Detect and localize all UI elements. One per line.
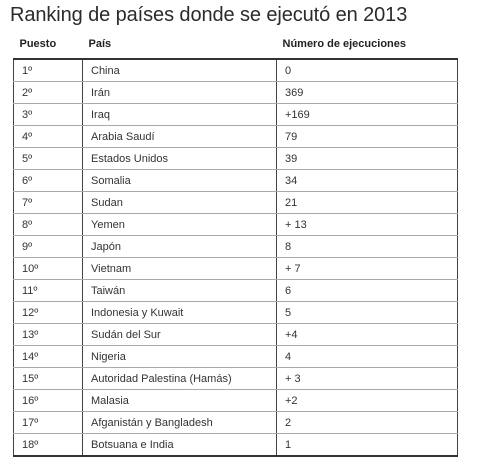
executions-cell: 6 — [276, 279, 458, 302]
executions-cell: +2 — [276, 389, 458, 412]
country-cell: China — [82, 59, 277, 82]
executions-cell: 2 — [276, 411, 458, 434]
executions-cell: 79 — [276, 125, 458, 148]
country-cell: Irán — [82, 81, 277, 104]
country-cell: Autoridad Palestina (Hamás) — [82, 367, 277, 390]
country-cell: Afganistán y Bangladesh — [82, 411, 277, 434]
country-cell: Iraq — [82, 103, 277, 126]
table-row: 8º Yemen + 13 — [13, 213, 458, 236]
country-cell: Indonesia y Kuwait — [82, 301, 277, 324]
executions-cell: 1 — [276, 433, 458, 457]
executions-cell: 369 — [276, 81, 458, 104]
executions-cell: +4 — [276, 323, 458, 346]
table-row: 11º Taiwán 6 — [13, 279, 458, 302]
table-row: 17º Afganistán y Bangladesh 2 — [13, 411, 458, 434]
executions-cell: 0 — [276, 59, 458, 82]
table-row: 3º Iraq +169 — [13, 103, 458, 126]
country-cell: Somalia — [82, 169, 277, 192]
country-cell: Malasia — [82, 389, 277, 412]
rank-cell: 13º — [13, 323, 83, 346]
country-cell: Sudan — [82, 191, 277, 214]
rank-cell: 5º — [13, 147, 83, 170]
executions-cell: 8 — [276, 235, 458, 258]
rank-cell: 8º — [13, 213, 83, 236]
executions-cell: + 13 — [276, 213, 458, 236]
executions-cell: + 7 — [276, 257, 458, 280]
column-header-pais: País — [82, 38, 277, 60]
country-cell: Sudán del Sur — [82, 323, 277, 346]
rank-cell: 16º — [13, 389, 83, 412]
executions-cell: + 3 — [276, 367, 458, 390]
table-row: 12º Indonesia y Kuwait 5 — [13, 301, 458, 324]
table-row: 5º Estados Unidos 39 — [13, 147, 458, 170]
country-cell: Japón — [82, 235, 277, 258]
rank-cell: 11º — [13, 279, 83, 302]
table-row: 18º Botsuana e India 1 — [13, 433, 458, 457]
executions-cell: 34 — [276, 169, 458, 192]
rank-cell: 9º — [13, 235, 83, 258]
executions-cell: 5 — [276, 301, 458, 324]
table-row: 7º Sudan 21 — [13, 191, 458, 214]
table-row: 4º Arabia Saudí 79 — [13, 125, 458, 148]
executions-cell: 21 — [276, 191, 458, 214]
rank-cell: 7º — [13, 191, 83, 214]
table-row: 6º Somalia 34 — [13, 169, 458, 192]
page-title: Ranking de países donde se ejecutó en 20… — [10, 4, 408, 26]
table-row: 13º Sudán del Sur +4 — [13, 323, 458, 346]
executions-cell: 4 — [276, 345, 458, 368]
table-row: 1º China 0 — [13, 59, 458, 82]
country-cell: Taiwán — [82, 279, 277, 302]
rank-cell: 3º — [13, 103, 83, 126]
country-cell: Arabia Saudí — [82, 125, 277, 148]
rank-cell: 1º — [13, 59, 83, 82]
country-cell: Yemen — [82, 213, 277, 236]
table-row: 15º Autoridad Palestina (Hamás) + 3 — [13, 367, 458, 390]
ranking-table: Puesto País Número de ejecuciones 1º Chin… — [13, 38, 458, 457]
executions-cell: 39 — [276, 147, 458, 170]
country-cell: Vietnam — [82, 257, 277, 280]
column-header-ejecuciones: Número de ejecuciones — [276, 38, 458, 60]
rank-cell: 4º — [13, 125, 83, 148]
rank-cell: 17º — [13, 411, 83, 434]
rank-cell: 10º — [13, 257, 83, 280]
table-header-row: Puesto País Número de ejecuciones — [13, 38, 458, 60]
country-cell: Estados Unidos — [82, 147, 277, 170]
executions-cell: +169 — [276, 103, 458, 126]
rank-cell: 15º — [13, 367, 83, 390]
table-row: 16º Malasia +2 — [13, 389, 458, 412]
rank-cell: 18º — [13, 433, 83, 457]
rank-cell: 2º — [13, 81, 83, 104]
table-body: 1º China 0 2º Irán 369 3º Iraq +169 4º Arabia Saud… — [13, 59, 458, 457]
table-row: 14º Nigeria 4 — [13, 345, 458, 368]
column-header-puesto: Puesto — [13, 38, 83, 60]
table-row: 9º Japón 8 — [13, 235, 458, 258]
rank-cell: 14º — [13, 345, 83, 368]
rank-cell: 6º — [13, 169, 83, 192]
rank-cell: 12º — [13, 301, 83, 324]
table-row: 10º Vietnam + 7 — [13, 257, 458, 280]
country-cell: Botsuana e India — [82, 433, 277, 457]
country-cell: Nigeria — [82, 345, 277, 368]
table-row: 2º Irán 369 — [13, 81, 458, 104]
